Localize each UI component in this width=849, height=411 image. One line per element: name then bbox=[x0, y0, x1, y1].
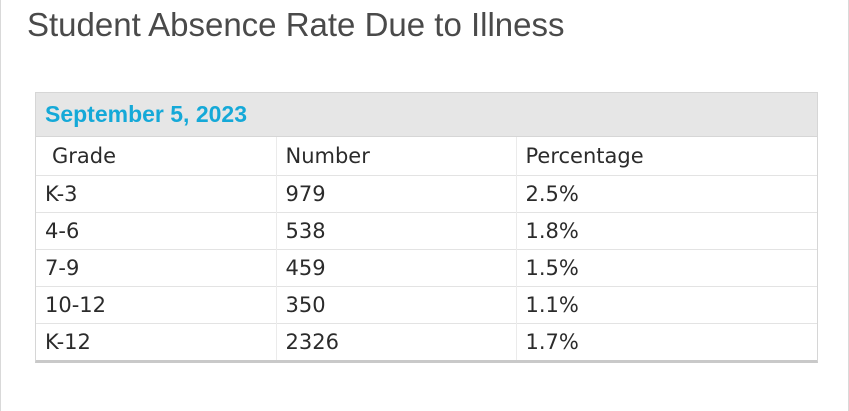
report-date: September 5, 2023 bbox=[45, 101, 248, 127]
percentage-cell: 1.8% bbox=[515, 211, 817, 249]
table-header: Grade Number Percentage bbox=[36, 137, 817, 175]
number-cell: 350 bbox=[275, 285, 516, 323]
column-header-percentage: Percentage bbox=[515, 137, 817, 175]
table-row: 4-6 538 1.8% bbox=[36, 211, 817, 249]
percentage-cell: 1.1% bbox=[515, 285, 817, 323]
number-cell: 979 bbox=[275, 174, 516, 212]
table-row-total: K-12 2326 1.7% bbox=[36, 322, 817, 360]
table-header-row: Grade Number Percentage bbox=[36, 137, 817, 175]
percentage-cell: 2.5% bbox=[515, 174, 817, 212]
absence-table-card: September 5, 2023 Grade Number Percentag… bbox=[35, 92, 818, 363]
column-header-grade: Grade bbox=[52, 143, 117, 168]
number-cell: 2326 bbox=[275, 322, 516, 360]
grade-cell: 7-9 bbox=[36, 248, 276, 286]
grade-cell: K-3 bbox=[36, 174, 276, 212]
number-cell: 459 bbox=[275, 248, 516, 286]
table-row: K-3 979 2.5% bbox=[36, 174, 817, 212]
grade-cell: K-12 bbox=[36, 322, 276, 360]
column-header-number: Number bbox=[275, 137, 516, 175]
table-body: K-3 979 2.5% 4-6 538 1.8% 7-9 459 1.5% 1… bbox=[36, 174, 817, 360]
percentage-cell: 1.7% bbox=[515, 322, 817, 360]
date-header-band: September 5, 2023 bbox=[36, 93, 817, 137]
grade-cell: 4-6 bbox=[36, 211, 276, 249]
absence-table: Grade Number Percentage K-3 979 2.5% 4-6… bbox=[36, 137, 817, 360]
number-cell: 538 bbox=[275, 211, 516, 249]
table-row: 7-9 459 1.5% bbox=[36, 248, 817, 286]
percentage-cell: 1.5% bbox=[515, 248, 817, 286]
table-row: 10-12 350 1.1% bbox=[36, 285, 817, 323]
grade-cell: 10-12 bbox=[36, 285, 276, 323]
page-title: Student Absence Rate Due to Illness bbox=[27, 6, 565, 43]
